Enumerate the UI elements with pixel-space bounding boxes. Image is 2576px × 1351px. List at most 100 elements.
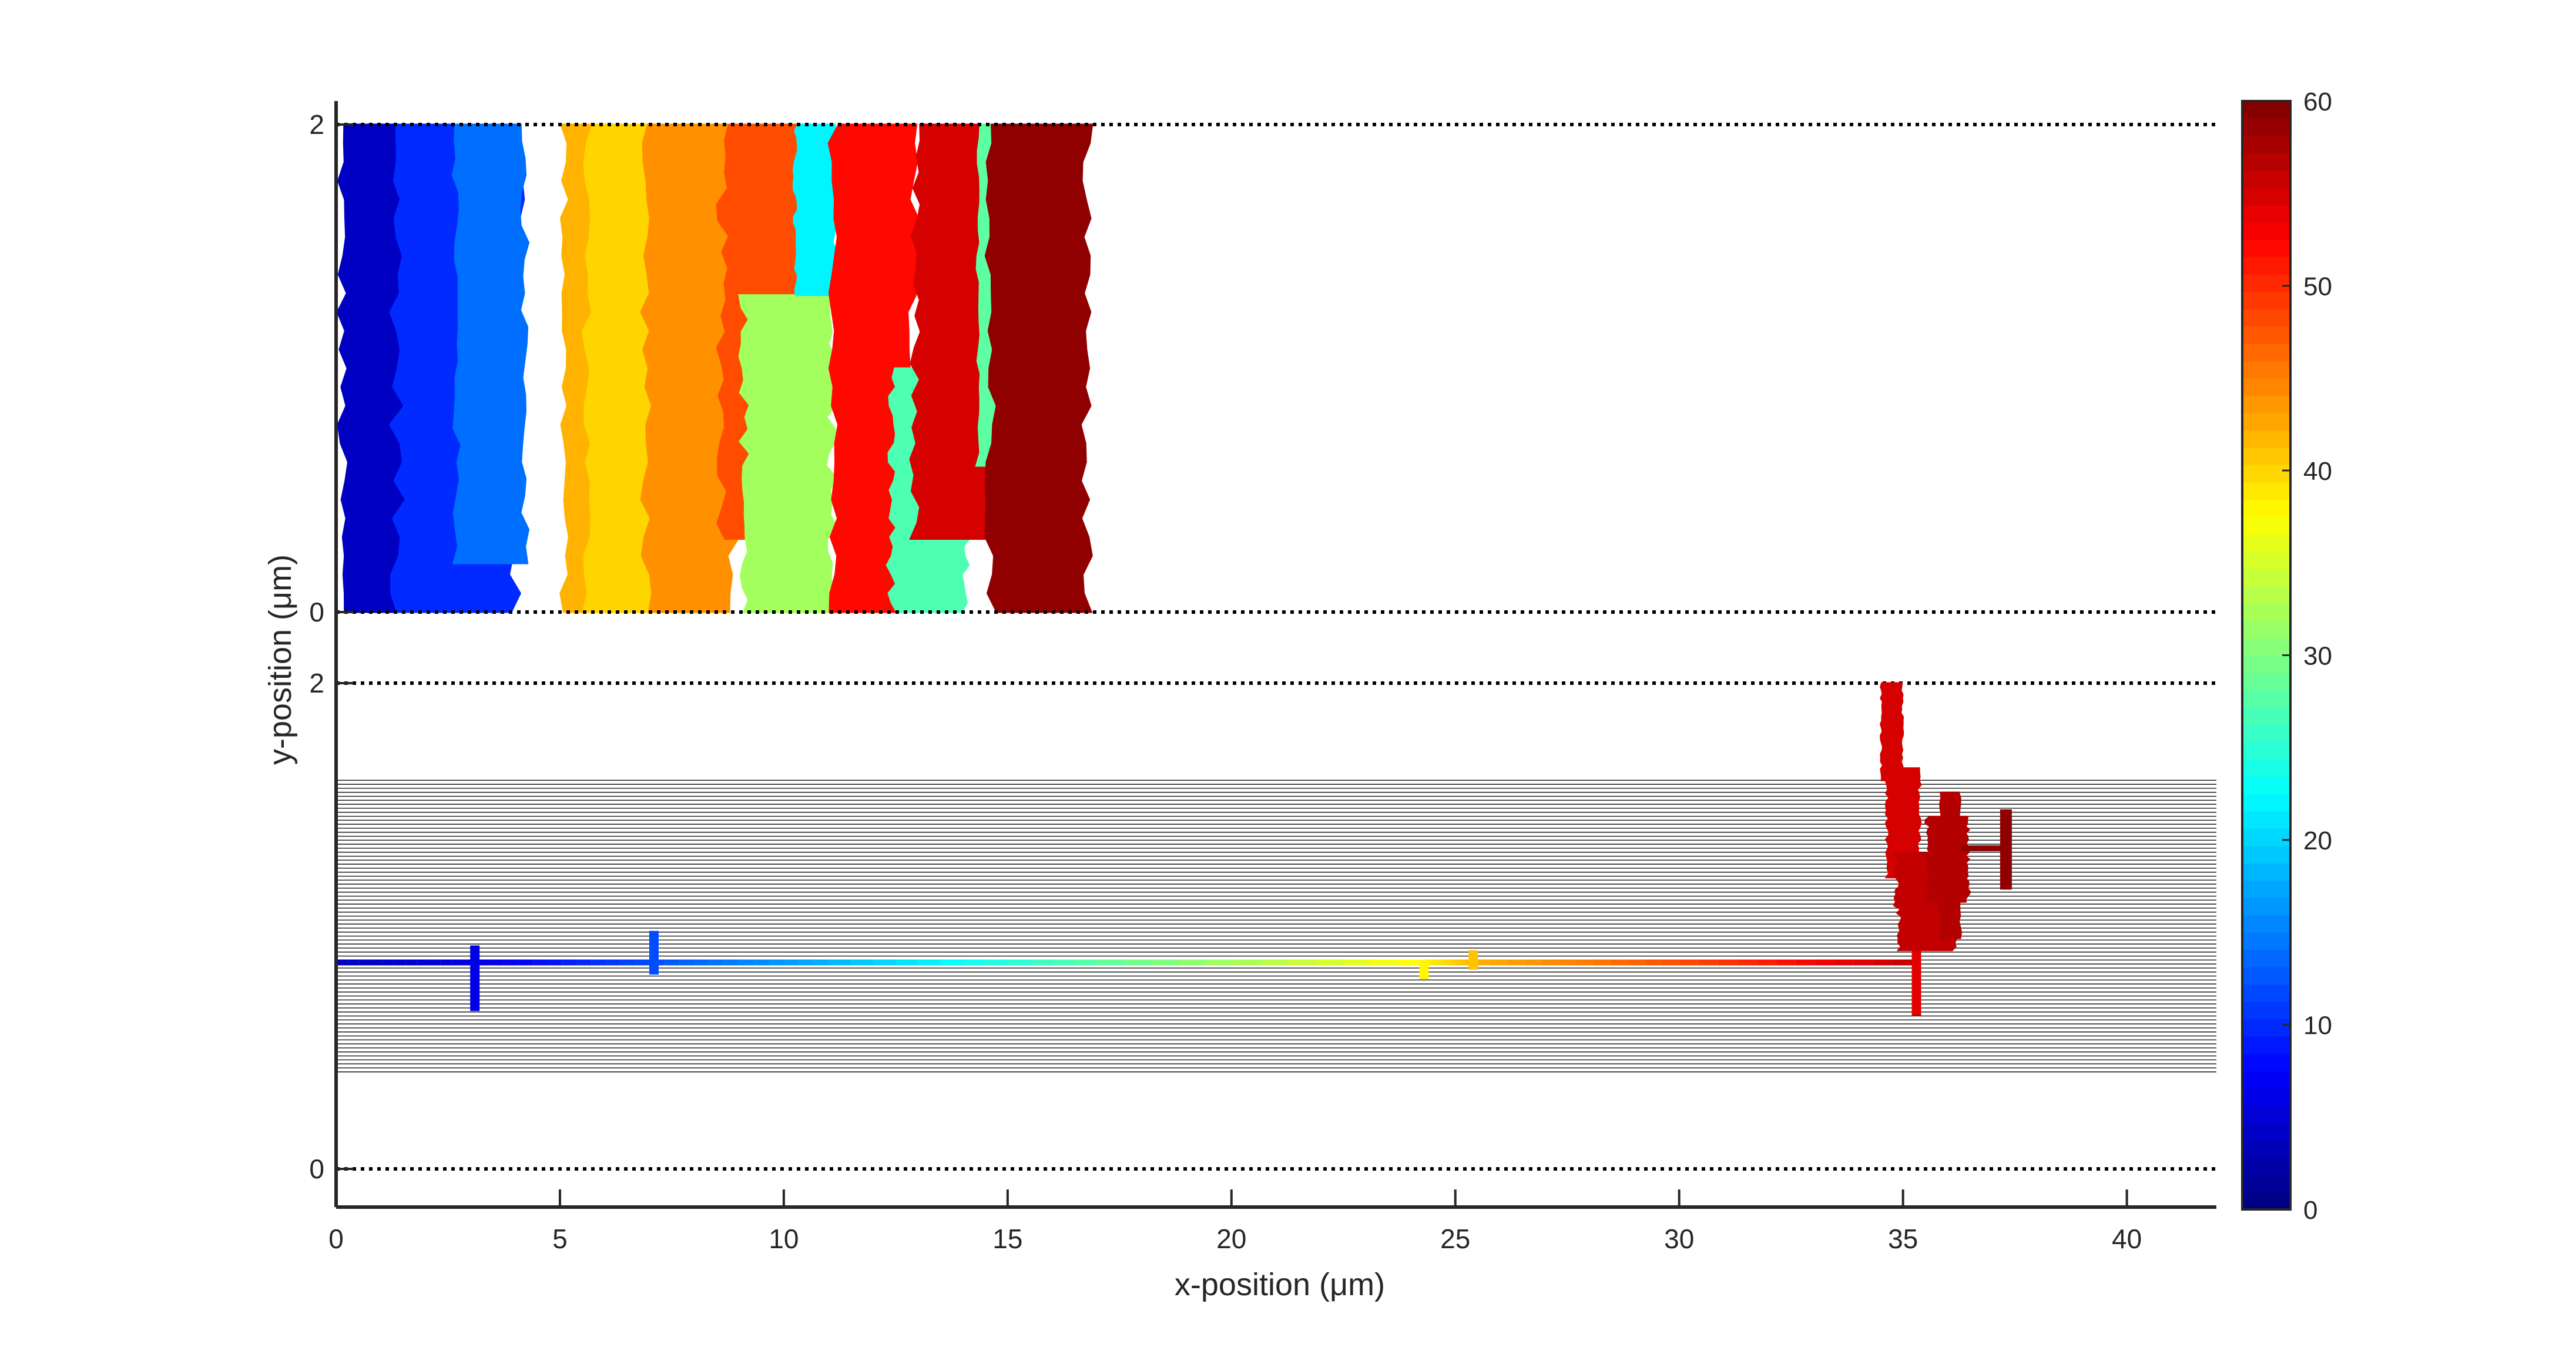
top-cluster xyxy=(738,294,838,613)
colorbar-step xyxy=(2242,1019,2290,1037)
x-tick-label: 30 xyxy=(1664,1224,1694,1254)
colorbar-step xyxy=(2242,395,2290,414)
colorbar-step xyxy=(2242,828,2290,846)
colorbar-step xyxy=(2242,118,2290,136)
y-tick-label: 0 xyxy=(309,597,324,627)
colorbar-step xyxy=(2242,707,2290,725)
colorbar-step xyxy=(2242,569,2290,587)
colorbar-step xyxy=(2242,170,2290,189)
x-tick-label: 25 xyxy=(1440,1224,1470,1254)
colorbar-tick-label: 30 xyxy=(2303,642,2332,671)
colorbar-step xyxy=(2242,551,2290,569)
colorbar-step xyxy=(2242,274,2290,292)
colorbar-step xyxy=(2242,447,2290,465)
colorbar-tick-label: 50 xyxy=(2303,273,2332,301)
colorbar-step xyxy=(2242,655,2290,673)
x-tick-label: 5 xyxy=(552,1224,568,1254)
colorbar-step xyxy=(2242,308,2290,327)
x-tick-label: 0 xyxy=(328,1224,344,1254)
colorbar-step xyxy=(2242,741,2290,759)
top-panel-clusters xyxy=(336,123,1094,613)
colorbar-step xyxy=(2242,620,2290,638)
colorbar-tick-label: 10 xyxy=(2303,1011,2332,1040)
y-tick-label: 0 xyxy=(309,1154,324,1184)
colorbar-step xyxy=(2242,672,2290,691)
bottom-panel-boundary-lines xyxy=(336,681,2216,1171)
colorbar-step xyxy=(2242,1036,2290,1054)
x-tick-label: 35 xyxy=(1888,1224,1918,1254)
bottom-panel xyxy=(336,681,2216,1171)
colorbar-step xyxy=(2242,915,2290,933)
y-tick-label: 2 xyxy=(309,109,324,140)
colorbar-step xyxy=(2242,291,2290,310)
colorbar-step xyxy=(2242,967,2290,985)
colorbar-step xyxy=(2242,430,2290,448)
colorbar-step xyxy=(2242,603,2290,621)
colorbar-step xyxy=(2242,759,2290,777)
colorbar-step xyxy=(2242,135,2290,154)
colorbar-step xyxy=(2242,239,2290,257)
track-series xyxy=(336,930,1921,1016)
top-panel xyxy=(336,123,2216,614)
colorbar-tick-label: 40 xyxy=(2303,457,2332,486)
colorbar-step xyxy=(2242,343,2290,361)
end-cluster xyxy=(1880,682,2012,952)
colorbar-step xyxy=(2242,534,2290,552)
x-tick-label: 10 xyxy=(769,1224,799,1254)
track-spur xyxy=(1468,950,1478,970)
colorbar-step xyxy=(2242,378,2290,396)
colorbar-step xyxy=(2242,1175,2290,1193)
colorbar-tick-label: 60 xyxy=(2303,88,2332,116)
colorbar-step xyxy=(2242,586,2290,604)
track-spur xyxy=(470,945,480,1011)
colorbar-tick-label: 20 xyxy=(2303,826,2332,855)
track-spur xyxy=(1911,945,1921,1016)
colorbar-step xyxy=(2242,187,2290,206)
end-cluster-blob xyxy=(1924,815,1971,903)
colorbar-step xyxy=(2242,1123,2290,1141)
colorbar-step xyxy=(2242,794,2290,812)
top-cluster xyxy=(451,123,530,564)
colorbar-step xyxy=(2242,932,2290,950)
colorbar-step xyxy=(2242,1071,2290,1089)
colorbar-step xyxy=(2242,412,2290,431)
colorbar-step xyxy=(2242,1105,2290,1124)
colorbar-step xyxy=(2242,1088,2290,1106)
colorbar-ticks: 0 10 20 30 40 50 60 xyxy=(2282,88,2332,1225)
colorbar-step xyxy=(2242,845,2290,863)
colorbar-step xyxy=(2242,863,2290,881)
end-cluster-blob xyxy=(1880,682,1904,781)
y-tick-label: 2 xyxy=(309,668,324,698)
colorbar-step xyxy=(2242,326,2290,344)
x-axis-label: x-position (μm) xyxy=(1175,1267,1385,1302)
colorbar-step xyxy=(2242,204,2290,223)
colorbar-step xyxy=(2242,949,2290,967)
colorbar-step xyxy=(2242,153,2290,171)
x-tick-label: 15 xyxy=(992,1224,1022,1254)
colorbar-step xyxy=(2242,898,2290,916)
colorbar-step xyxy=(2242,361,2290,379)
colorbar-step xyxy=(2242,482,2290,500)
colorbar-step xyxy=(2242,499,2290,517)
colorbar-step xyxy=(2242,1140,2290,1158)
colorbar-step xyxy=(2242,880,2290,898)
colorbar-step xyxy=(2242,1002,2290,1020)
top-cluster xyxy=(984,123,1094,613)
track-spur xyxy=(1419,960,1429,980)
colorbar-step xyxy=(2242,776,2290,794)
x-axis-ticks: 0 5 10 15 20 25 30 35 40 xyxy=(328,1189,2142,1254)
colorbar-step xyxy=(2242,984,2290,1002)
colorbar-step xyxy=(2242,1192,2290,1210)
colorbar-step xyxy=(2242,101,2290,119)
colorbar-step xyxy=(2242,724,2290,742)
x-tick-label: 20 xyxy=(1216,1224,1246,1254)
colorbar-step xyxy=(2242,811,2290,829)
y-axis-ticks: 0 2 0 2 xyxy=(309,109,354,1184)
colorbar: 0 10 20 30 40 50 60 xyxy=(2241,88,2332,1225)
colorbar-step xyxy=(2242,690,2290,708)
top-panel-boundary-lines xyxy=(336,123,2216,614)
track-spur xyxy=(649,930,659,975)
colorbar-step xyxy=(2242,638,2290,656)
colorbar-step xyxy=(2242,1157,2290,1175)
